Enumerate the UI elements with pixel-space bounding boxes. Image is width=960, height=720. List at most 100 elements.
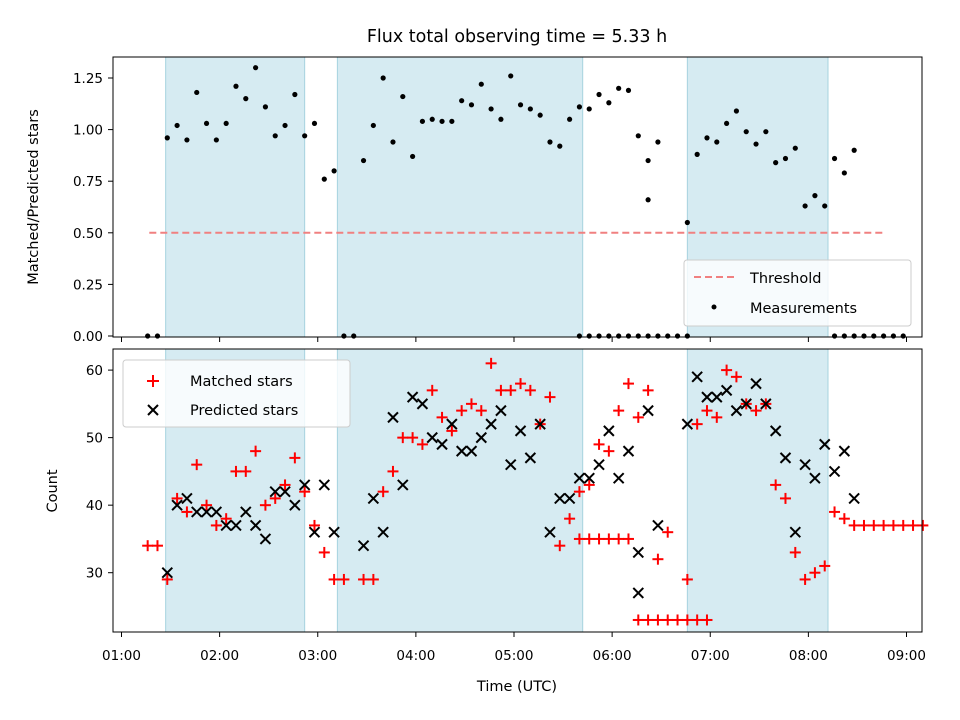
bottom-panel: 01:00 02:00 03:00 04:00 05:00 06:00 07:00 08:00… xyxy=(45,348,929,695)
matched-star-marker xyxy=(642,614,654,626)
measurement-point xyxy=(174,122,180,129)
measurement-point xyxy=(223,120,229,127)
measurement-point xyxy=(645,157,651,164)
predicted-star-marker xyxy=(210,506,223,518)
predicted-star-marker xyxy=(750,377,762,390)
matched-star-marker xyxy=(554,540,566,552)
predicted-star-marker xyxy=(730,404,743,417)
measurement-point xyxy=(517,102,524,108)
measurement-point xyxy=(164,135,170,141)
matched-star-marker xyxy=(887,519,899,531)
measurement-point xyxy=(763,129,769,135)
predicted-star-marker xyxy=(524,452,537,464)
x-tick-label: 03:00 xyxy=(298,648,337,664)
measurement-point xyxy=(341,333,347,339)
measurement-point xyxy=(635,333,641,339)
measurement-point xyxy=(841,333,847,339)
predicted-star-marker xyxy=(200,506,213,518)
predicted-star-marker xyxy=(220,519,232,532)
matched-star-marker xyxy=(799,573,811,585)
matched-star-marker xyxy=(917,519,929,531)
predicted-star-marker xyxy=(406,391,419,403)
measurement-point xyxy=(498,116,504,122)
matched-star-marker xyxy=(701,614,713,626)
predicted-star-marker xyxy=(779,452,792,464)
predicted-star-marker xyxy=(495,404,507,417)
top-y-ticks: 0.00 0.25 0.50 0.75 1.00 1.25 xyxy=(73,71,113,345)
predicted-star-marker xyxy=(534,418,546,430)
bottom-axes-frame xyxy=(112,348,923,633)
measurement-point xyxy=(213,137,219,143)
predicted-star-marker xyxy=(544,526,556,538)
matched-star-marker xyxy=(721,364,733,376)
measurement-point xyxy=(851,333,857,339)
measurement-point xyxy=(831,155,838,162)
measurement-point xyxy=(900,333,906,339)
predicted-star-marker xyxy=(191,506,203,518)
measurement-point xyxy=(851,147,857,153)
predicted-star-marker xyxy=(426,431,438,444)
predicted-star-marker xyxy=(622,445,635,457)
predicted-star-marker xyxy=(740,398,752,410)
top-y-tick-label: 0.25 xyxy=(73,277,103,293)
measurement-point xyxy=(557,143,563,149)
top-axes-frame xyxy=(112,56,923,338)
matched-star-marker xyxy=(642,384,654,396)
predicted-star-marker xyxy=(583,472,595,484)
matched-stars-points xyxy=(142,357,929,626)
measurement-point xyxy=(714,139,720,145)
predicted-star-marker xyxy=(446,418,458,430)
predicted-star-marker xyxy=(593,458,605,471)
matched-star-marker xyxy=(358,573,370,585)
measurement-point xyxy=(625,333,632,339)
predicted-star-marker xyxy=(573,472,586,484)
predicted-star-marker xyxy=(328,526,340,538)
matched-star-marker xyxy=(230,465,242,477)
measurement-point xyxy=(606,100,612,106)
x-tick-label: 08:00 xyxy=(789,648,828,664)
measurement-point xyxy=(596,333,602,339)
predicted-star-marker xyxy=(455,445,468,457)
predicted-star-marker xyxy=(652,519,664,532)
matched-star-marker xyxy=(475,405,487,417)
measurement-point xyxy=(253,65,259,71)
x-tick-label: 01:00 xyxy=(102,648,141,664)
matched-star-marker xyxy=(161,573,173,585)
predicted-star-marker xyxy=(603,425,615,437)
matched-star-marker xyxy=(250,445,262,457)
matched-star-marker xyxy=(210,519,222,531)
bottom-y-tick-label: 30 xyxy=(86,566,103,582)
measurement-point xyxy=(390,139,396,145)
matched-star-marker xyxy=(583,479,595,491)
matched-star-marker xyxy=(426,384,438,396)
matched-star-marker xyxy=(171,492,183,504)
x-tick-label: 05:00 xyxy=(495,648,534,664)
legend-threshold-label: Threshold xyxy=(749,271,821,287)
matched-star-marker xyxy=(711,411,723,423)
measurement-point xyxy=(154,333,161,339)
matched-star-marker xyxy=(868,519,880,531)
measurement-point xyxy=(822,203,828,209)
measurement-point xyxy=(890,333,897,339)
measurement-point xyxy=(272,133,278,139)
predicted-star-marker xyxy=(789,526,801,538)
predicted-star-marker xyxy=(475,431,487,444)
measurement-point xyxy=(871,333,877,339)
predicted-star-marker xyxy=(298,479,311,491)
predicted-star-marker xyxy=(485,418,497,430)
predicted-star-marker xyxy=(809,472,821,484)
matched-star-marker xyxy=(632,614,644,626)
measurement-point xyxy=(635,133,641,139)
matched-star-marker xyxy=(829,506,841,518)
matched-star-marker xyxy=(191,459,203,471)
measurement-point xyxy=(743,129,749,135)
matched-star-marker xyxy=(593,533,605,545)
predicted-star-marker xyxy=(701,391,713,403)
measurement-point xyxy=(645,333,651,339)
predicted-star-marker xyxy=(465,445,478,457)
matched-star-marker xyxy=(436,411,448,423)
top-y-axis-label: Matched/Predicted stars xyxy=(26,109,42,285)
measurement-point xyxy=(645,197,651,203)
matched-star-marker xyxy=(632,411,644,423)
predicted-star-marker xyxy=(819,438,831,451)
